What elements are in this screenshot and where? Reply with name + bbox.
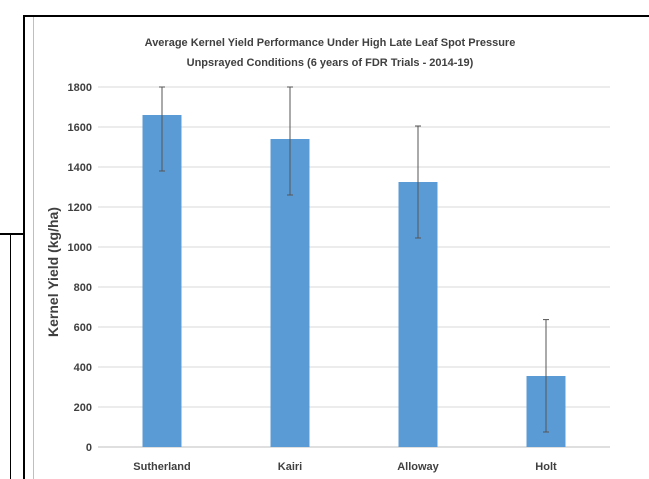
gridlines bbox=[98, 86, 610, 448]
error-bar bbox=[159, 86, 165, 172]
y-tick-label: 0 bbox=[86, 442, 92, 454]
x-tick-label: Kairi bbox=[278, 461, 302, 473]
y-tick-label: 1600 bbox=[68, 122, 92, 134]
frame-top-line bbox=[23, 15, 649, 17]
x-tick-label: Sutherland bbox=[133, 461, 190, 473]
y-tick-label: 1800 bbox=[68, 82, 92, 94]
x-tick-label: Holt bbox=[535, 461, 557, 473]
error-bar bbox=[287, 86, 293, 196]
bars bbox=[142, 115, 566, 447]
y-tick-label: 400 bbox=[74, 362, 92, 374]
y-tick-label: 1400 bbox=[68, 162, 92, 174]
y-tick-labels: 0 200 400 600 800 1000 1200 1400 1600 1800 bbox=[68, 82, 92, 454]
y-tick-label: 1000 bbox=[68, 242, 92, 254]
chart-title: Average Kernel Yield Performance Under H… bbox=[145, 37, 516, 49]
y-tick-label: 600 bbox=[74, 322, 92, 334]
x-tick-labels: Sutherland Kairi Alloway Holt bbox=[133, 461, 557, 473]
y-tick-label: 800 bbox=[74, 282, 92, 294]
error-bars bbox=[159, 86, 549, 433]
y-tick-label: 200 bbox=[74, 402, 92, 414]
frame-outer-left-line bbox=[10, 235, 11, 479]
frame-stub-line bbox=[0, 233, 24, 235]
frame-left-line bbox=[23, 15, 25, 479]
y-axis-label: Kernel Yield (kg/ha) bbox=[45, 207, 61, 337]
x-tick-label: Alloway bbox=[397, 461, 439, 473]
frame-inner-left-line bbox=[33, 17, 34, 479]
error-bar bbox=[543, 319, 549, 433]
error-bar bbox=[415, 125, 421, 239]
chart-subtitle: Unpsrayed Conditions (6 years of FDR Tri… bbox=[187, 57, 474, 69]
y-tick-label: 1200 bbox=[68, 202, 92, 214]
